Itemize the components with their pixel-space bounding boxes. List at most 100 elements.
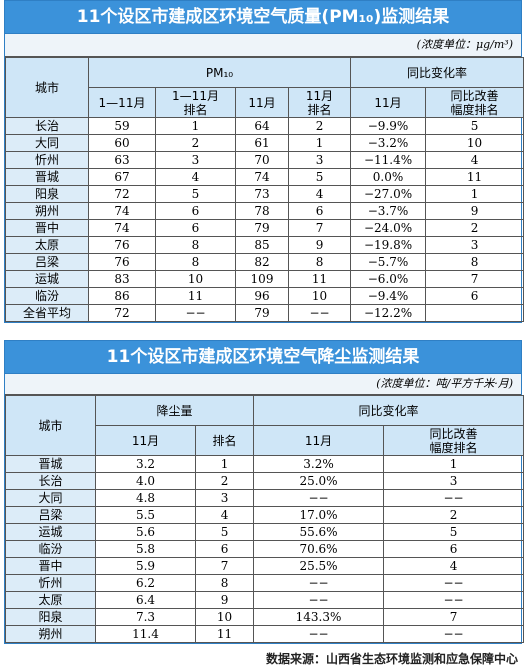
city-cell: 朔州 (5, 625, 96, 643)
data-row: 忻州 63 3 70 3 −11.4% 4 (5, 151, 525, 169)
city-cell: 朔州 (5, 202, 89, 220)
value-cell: 9 (425, 202, 525, 220)
city-cell: 运城 (5, 270, 89, 288)
city-cell: 忻州 (5, 151, 89, 169)
city-cell: 大同 (5, 489, 96, 507)
value-cell: 8 (194, 574, 255, 592)
header-cell: 11月 (235, 87, 289, 118)
city-cell: 阳泉 (5, 608, 96, 626)
city-cell: 吕梁 (5, 253, 89, 271)
data-table: 城市 PM₁₀ 同比变化率 1—11月 1—11月 排名 11月 11月 排名 11月 同比改善… (5, 57, 525, 322)
data-row: 临汾 86 11 96 10 −9.4% 6 (5, 287, 525, 305)
value-cell: 6.4 (95, 591, 196, 609)
city-cell: 太原 (5, 591, 96, 609)
data-row: 临汾 5.8 6 70.6% 6 (5, 540, 525, 558)
value-cell: 72 (88, 304, 156, 322)
city-cell: 长治 (5, 472, 96, 490)
value-cell: −− (287, 304, 352, 322)
value-cell (425, 304, 525, 322)
data-row: 吕梁 5.5 4 17.0% 2 (5, 506, 525, 524)
data-row: 阳泉 72 5 73 4 −27.0% 1 (5, 185, 525, 203)
city-cell: 太原 (5, 236, 89, 254)
value-cell: 3 (194, 489, 255, 507)
value-cell: 1 (287, 134, 352, 152)
value-cell: 3 (383, 472, 525, 490)
table-pm10: 11个设区市建成区环境空气质量(PM₁₀)监测结果 (浓度单位：μg/m³) 城… (4, 0, 525, 323)
value-cell: 5 (383, 523, 525, 541)
data-row: 晋中 5.9 7 25.5% 4 (5, 557, 525, 575)
value-cell: 6 (155, 219, 236, 237)
value-cell: 8 (287, 253, 352, 271)
data-table: 城市 降尘量 同比变化率 11月 排名 11月 同比改善 幅度排名 晋城 3.2 1 3.2% 1 长治… (5, 395, 525, 643)
value-cell: 3.2% (253, 455, 385, 473)
value-cell: 7.3 (95, 608, 196, 626)
header-cell: 同比改善 幅度排名 (383, 425, 525, 456)
value-cell: 7 (287, 219, 352, 237)
header-cell: 同比改善 幅度排名 (425, 87, 525, 118)
data-row: 晋中 74 6 79 7 −24.0% 2 (5, 219, 525, 237)
value-cell: 11.4 (95, 625, 196, 643)
value-cell: −− (383, 574, 525, 592)
value-cell: 4 (425, 151, 525, 169)
value-cell: 1 (383, 455, 525, 473)
header-cell: 11月 排名 (287, 87, 352, 118)
header-cell: 同比变化率 (253, 395, 525, 426)
value-cell: 2 (425, 219, 525, 237)
header-cell: 11月 (253, 425, 385, 456)
value-cell: 25.0% (253, 472, 385, 490)
city-cell: 长治 (5, 117, 89, 135)
value-cell: 11 (155, 287, 236, 305)
value-cell: 5.5 (95, 506, 196, 524)
value-cell: 6 (425, 287, 525, 305)
value-cell: 0.0% (350, 168, 427, 186)
value-cell: −− (383, 591, 525, 609)
value-cell: 5.8 (95, 540, 196, 558)
data-row: 运城 5.6 5 55.6% 5 (5, 523, 525, 541)
value-cell: 10 (425, 134, 525, 152)
value-cell: −12.2% (350, 304, 427, 322)
value-cell: −− (253, 574, 385, 592)
unit-note: (浓度单位：吨/平方千米·月) (5, 374, 521, 395)
value-cell: 11 (194, 625, 255, 643)
value-cell: 10 (155, 270, 236, 288)
city-cell: 晋中 (5, 557, 96, 575)
table-dust: 11个设区市建成区环境空气降尘监测结果 (浓度单位：吨/平方千米·月) 城市 降尘… (4, 340, 525, 644)
city-cell: 临汾 (5, 287, 89, 305)
value-cell: 4 (155, 168, 236, 186)
table-title: 11个设区市建成区环境空气降尘监测结果 (5, 341, 521, 374)
value-cell: −− (383, 489, 525, 507)
city-cell: 吕梁 (5, 506, 96, 524)
city-cell: 大同 (5, 134, 89, 152)
value-cell: 67 (88, 168, 156, 186)
city-cell: 晋城 (5, 168, 89, 186)
data-row: 忻州 6.2 8 −− −− (5, 574, 525, 592)
city-cell: 晋城 (5, 455, 96, 473)
value-cell: 76 (88, 253, 156, 271)
value-cell: 6 (155, 202, 236, 220)
value-cell: −19.8% (350, 236, 427, 254)
value-cell: −5.7% (350, 253, 427, 271)
value-cell: −− (155, 304, 236, 322)
value-cell: 7 (194, 557, 255, 575)
data-row: 全省平均 72 −− 79 −− −12.2% (5, 304, 525, 322)
value-cell: 76 (88, 236, 156, 254)
value-cell: 7 (425, 270, 525, 288)
value-cell: 64 (235, 117, 289, 135)
value-cell: 60 (88, 134, 156, 152)
value-cell: 4 (194, 506, 255, 524)
source-note: 数据来源：山西省生态环境监测和应急保障中心 (265, 652, 518, 666)
city-cell: 临汾 (5, 540, 96, 558)
value-cell: −9.4% (350, 287, 427, 305)
header-cell: 1—11月 (88, 87, 156, 118)
value-cell: 78 (235, 202, 289, 220)
value-cell: −3.2% (350, 134, 427, 152)
data-row: 阳泉 7.3 10 143.3% 7 (5, 608, 525, 626)
value-cell: 109 (235, 270, 289, 288)
value-cell: 5 (425, 117, 525, 135)
value-cell: 1 (194, 455, 255, 473)
value-cell: 61 (235, 134, 289, 152)
value-cell: 6 (287, 202, 352, 220)
value-cell: 79 (235, 304, 289, 322)
value-cell: 70 (235, 151, 289, 169)
value-cell: 83 (88, 270, 156, 288)
